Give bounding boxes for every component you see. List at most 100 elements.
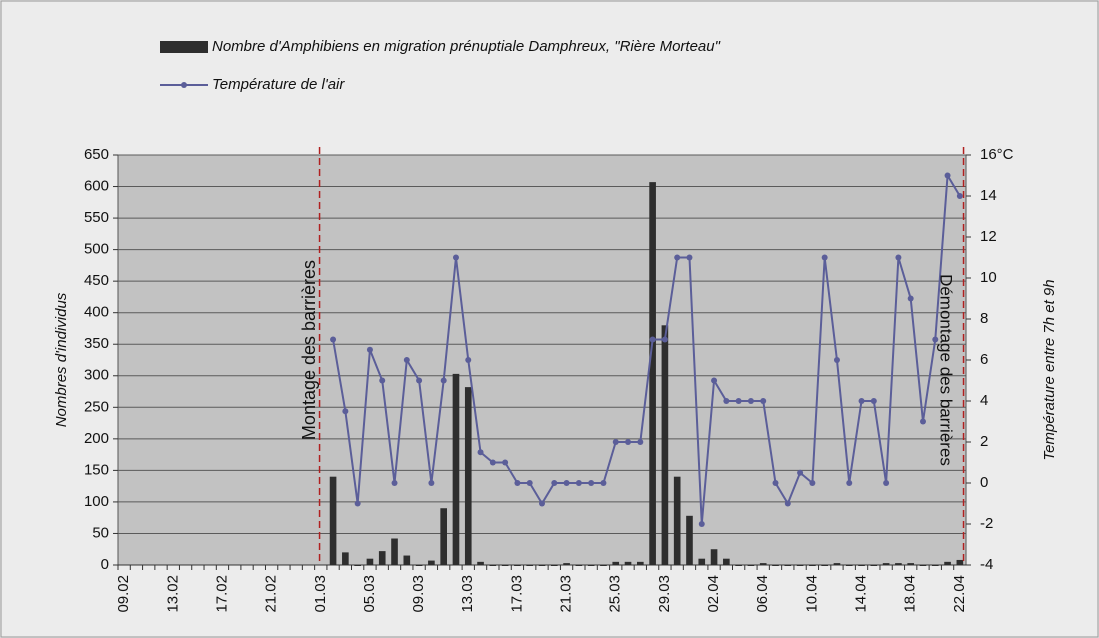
x-tick-label: 22.04 <box>951 575 968 613</box>
y2-tick-label: 8 <box>980 310 988 327</box>
line-marker <box>600 480 607 486</box>
y-tick-label: 600 <box>84 178 109 195</box>
line-marker <box>944 172 951 179</box>
bar <box>747 565 755 566</box>
legend-swatch <box>181 82 187 88</box>
line-marker <box>514 480 521 486</box>
legend-swatch <box>160 41 208 53</box>
line-marker <box>477 449 484 456</box>
bar <box>956 559 964 565</box>
bar <box>809 565 816 566</box>
line-marker <box>625 439 632 445</box>
line <box>332 172 961 525</box>
y2-tick-label: 14 <box>980 187 997 204</box>
line-marker <box>907 295 914 302</box>
y-tick-label: 300 <box>84 367 109 384</box>
y-tick-label: 400 <box>84 304 109 321</box>
legend-label: Température de l'air <box>212 76 345 93</box>
y2-axis-title: Température entre 7h et 9h <box>1041 279 1058 460</box>
line-marker <box>797 469 804 476</box>
bar <box>378 551 386 565</box>
bar <box>698 558 706 565</box>
bar <box>428 560 435 565</box>
bar <box>784 565 792 566</box>
line-marker <box>760 398 767 404</box>
bar <box>882 563 890 565</box>
bar <box>452 373 460 565</box>
bar <box>600 565 607 566</box>
line-marker <box>870 398 877 404</box>
bar <box>833 563 841 565</box>
bar <box>514 565 521 566</box>
x-tick-label: 13.03 <box>459 575 476 613</box>
line-marker <box>883 480 890 486</box>
bar <box>673 476 681 565</box>
y2-tick-label: 6 <box>980 351 988 368</box>
bar <box>354 565 361 566</box>
bar <box>538 565 546 566</box>
line-marker <box>502 459 509 466</box>
bar <box>796 565 804 566</box>
line-marker <box>723 398 730 404</box>
bar <box>919 565 927 566</box>
bar <box>563 563 570 565</box>
line-marker <box>858 398 865 404</box>
line-marker <box>354 500 361 507</box>
line-marker <box>428 480 435 486</box>
line-marker <box>416 377 423 384</box>
annotation: Montage des barrières <box>299 260 319 440</box>
bar <box>477 561 484 565</box>
line-marker <box>686 254 693 261</box>
line-marker <box>747 398 754 404</box>
y2-tick-label: -4 <box>980 556 993 573</box>
bar <box>649 182 656 565</box>
line-marker <box>821 254 828 261</box>
bar <box>907 563 915 565</box>
x-tick-label: 09.02 <box>115 575 132 613</box>
y-tick-label: 0 <box>101 556 109 573</box>
bar <box>612 561 620 565</box>
x-tick-label: 06.04 <box>754 575 771 613</box>
bar <box>845 565 853 566</box>
bar <box>821 565 828 566</box>
bar <box>723 558 730 565</box>
line-marker <box>833 357 840 363</box>
y-tick-label: 200 <box>84 430 109 447</box>
bar <box>686 515 693 565</box>
y2-tick-label: 4 <box>980 392 988 409</box>
line-marker <box>330 336 337 343</box>
bar <box>391 538 398 565</box>
bar <box>526 565 534 566</box>
y-tick-label: 250 <box>84 398 109 415</box>
line-marker <box>698 521 705 527</box>
x-tick-label: 01.03 <box>312 575 329 613</box>
line-marker <box>674 254 681 261</box>
bar <box>550 565 558 566</box>
line-marker <box>649 336 656 343</box>
line-marker <box>563 480 570 486</box>
y-tick-label: 500 <box>84 241 109 258</box>
line-marker <box>919 418 926 425</box>
line-marker <box>809 480 816 486</box>
x-tick-label: 05.03 <box>361 575 378 613</box>
y2-tick-label: 10 <box>980 269 997 286</box>
bar <box>735 565 742 566</box>
y-axis-title: Nombres d'individus <box>53 292 70 427</box>
bar <box>944 561 951 565</box>
bar <box>440 508 447 565</box>
y-tick-label: 150 <box>84 461 109 478</box>
x-tick-label: 21.02 <box>263 575 280 613</box>
line-marker <box>489 459 496 466</box>
legend-label: Nombre d'Amphibiens en migration prénupt… <box>212 38 721 55</box>
y2-tick-label: 0 <box>980 474 988 491</box>
bar <box>366 558 374 565</box>
y-tick-label: 650 <box>84 146 109 163</box>
x-tick-label: 17.02 <box>213 575 230 613</box>
line-marker <box>465 357 472 363</box>
bar <box>637 561 644 565</box>
bar <box>501 565 509 566</box>
line-marker <box>735 398 742 404</box>
bar <box>624 561 632 565</box>
line-marker <box>612 439 619 445</box>
line-marker <box>932 336 939 343</box>
